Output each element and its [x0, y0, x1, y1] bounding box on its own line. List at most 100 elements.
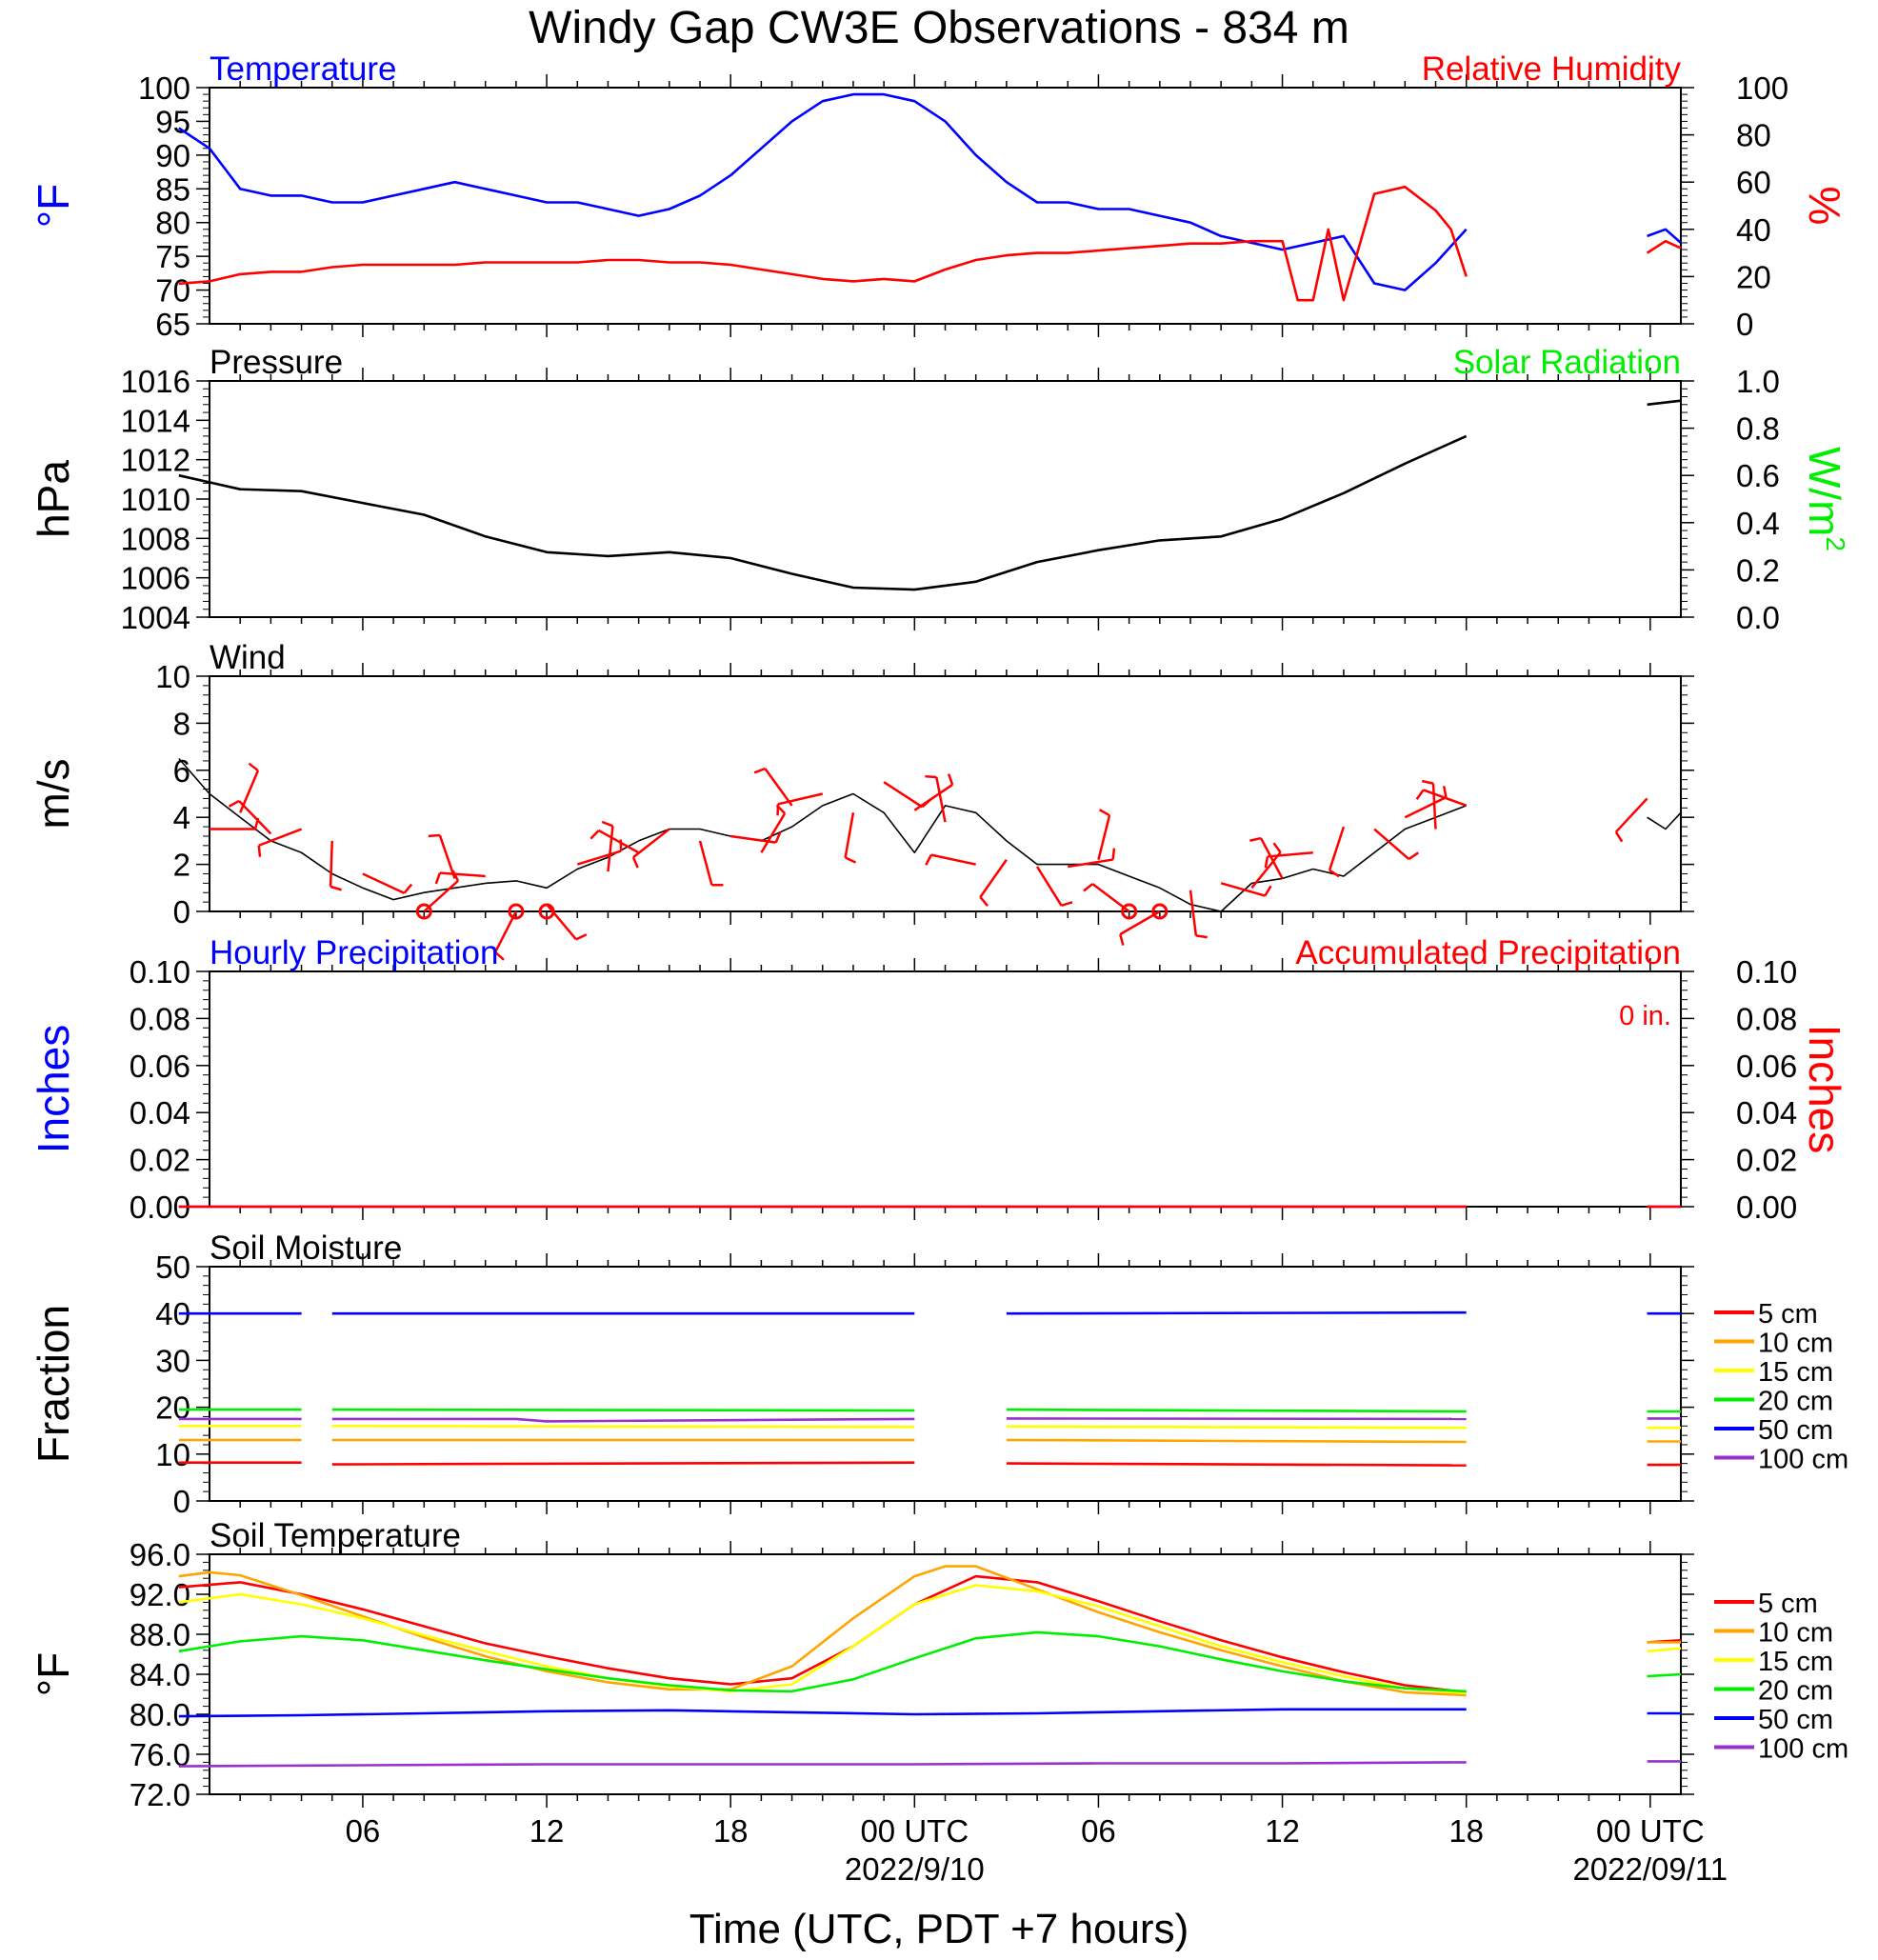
calm-marker — [1121, 903, 1138, 920]
wind-barb-flag — [753, 767, 766, 774]
panel-title-left: Pressure — [210, 344, 343, 381]
y-tick-label: 2 — [173, 848, 190, 883]
y2-tick-label: 40 — [1736, 212, 1771, 248]
wind-barb — [1250, 851, 1282, 890]
wind-barb — [844, 812, 855, 858]
y-tick-label: 0 — [173, 894, 190, 930]
wind-barb — [576, 850, 622, 866]
legend-label: 15 cm — [1758, 1647, 1833, 1677]
wind-barb — [777, 792, 824, 806]
wind-barb-flag — [257, 845, 262, 857]
x-tick-label: 12 — [529, 1813, 565, 1849]
y-tick-label: 0 — [173, 1484, 190, 1519]
x-tick-label: 18 — [1448, 1813, 1484, 1849]
y2-tick-label: 1.0 — [1736, 364, 1780, 399]
wind-barb — [883, 781, 924, 809]
wind-barb-flag — [330, 885, 342, 891]
x-tick-label: 06 — [346, 1813, 381, 1849]
calm-marker — [508, 903, 525, 920]
wind-barb-flag — [428, 833, 440, 838]
series-line-15-cm — [1006, 1425, 1467, 1430]
y-tick-label: 0.06 — [130, 1049, 190, 1084]
y-tick-label: 75 — [155, 239, 190, 274]
panel-precip: 0.000.020.040.060.080.100.000.020.040.06… — [29, 934, 1849, 1225]
legend-label: 20 cm — [1758, 1387, 1833, 1417]
x-tick-label: 00 UTC — [1596, 1813, 1705, 1849]
plot-frame — [209, 380, 1682, 618]
y2-axis-label-superscript: 2 — [1821, 536, 1850, 551]
y-tick-label: 65 — [155, 307, 190, 342]
y-axis-label: m/s — [29, 758, 78, 829]
y-axis-label: °F — [29, 1652, 78, 1697]
y2-tick-label: 0 — [1736, 307, 1753, 342]
wind-barb — [1189, 890, 1198, 936]
y2-tick-label: 80 — [1736, 118, 1771, 153]
y-tick-label: 0.08 — [130, 1001, 190, 1036]
y2-tick-label: 0.6 — [1736, 458, 1780, 493]
y-tick-label: 50 — [155, 1250, 190, 1285]
wind-barb-flag — [925, 854, 932, 866]
wind-barb — [607, 826, 614, 872]
y2-tick-label: 0.08 — [1736, 1001, 1797, 1036]
x-tick-date: 2022/9/10 — [845, 1851, 985, 1887]
y2-axis-label: % — [1800, 187, 1849, 226]
calm-marker — [1151, 903, 1169, 920]
y-tick-label: 1012 — [121, 443, 190, 478]
calm-marker — [538, 903, 555, 920]
wind-barb-flag — [434, 872, 441, 885]
series-line-15-cm — [331, 1425, 915, 1429]
legend-label: 100 cm — [1758, 1445, 1848, 1475]
y2-tick-label: 0.0 — [1736, 600, 1780, 635]
y2-tick-label: 0.8 — [1736, 411, 1780, 447]
wind-barb-flag — [1111, 848, 1116, 860]
wind-barb — [764, 768, 793, 807]
wind-barb — [930, 853, 976, 866]
wind-barb — [935, 776, 947, 823]
x-tick-label: 00 UTC — [860, 1813, 969, 1849]
panel-title-left: Hourly Precipitation — [210, 934, 498, 971]
legend-label: 10 cm — [1758, 1329, 1833, 1359]
series-line-100-cm — [1006, 1417, 1467, 1421]
y-tick-label: 6 — [173, 753, 190, 789]
y-tick-label: 84.0 — [130, 1657, 190, 1692]
panel-pressure: 1004 1006 1008 1010 1012 1014 1016 0.0 0.2 0.4 0.6… — [29, 344, 1850, 635]
series-line-100-cm — [178, 1761, 1467, 1768]
panel-title-left: Soil Temperature — [210, 1517, 461, 1554]
y-tick-label: 0.10 — [130, 954, 190, 990]
y-tick-label: 80 — [155, 206, 190, 241]
wind-barb — [1068, 858, 1113, 869]
x-tick-label: 06 — [1081, 1813, 1116, 1849]
y-tick-label: 1014 — [121, 403, 190, 438]
wind-barb — [1097, 814, 1111, 860]
legend-label: 50 cm — [1758, 1705, 1833, 1735]
panel-title-left: Temperature — [210, 50, 396, 88]
wind-barb — [598, 829, 640, 854]
y-tick-label: 1016 — [121, 364, 190, 399]
series-line-wind — [1647, 811, 1682, 830]
y2-tick-label: 0.4 — [1736, 506, 1780, 541]
wind-barb-flag — [1249, 836, 1262, 842]
wind-barb-flag — [1098, 809, 1110, 817]
wind-barb — [362, 872, 405, 894]
wind-barb-flag — [1264, 885, 1272, 897]
series-line-temperature — [178, 92, 1468, 291]
wind-barb-flag — [1195, 934, 1208, 939]
y-tick-label: 70 — [155, 273, 190, 309]
wind-barb — [1614, 797, 1648, 833]
wind-barb-flag — [948, 773, 954, 786]
wind-barb-flag — [1415, 789, 1425, 800]
series-line-5-cm — [1006, 1462, 1467, 1467]
chart-title: Windy Gap CW3E Observations - 834 m — [529, 3, 1349, 53]
y-axis-label: hPa — [29, 460, 78, 538]
y-tick-label: 95 — [155, 104, 190, 139]
series-line-15-cm — [1647, 1647, 1682, 1653]
series-line-5-cm — [178, 1574, 1467, 1694]
y-tick-label: 1008 — [121, 521, 190, 556]
series-line-10-cm — [178, 1565, 1467, 1697]
legend-label: 15 cm — [1758, 1357, 1833, 1388]
y2-axis-label: W/m2 — [1800, 447, 1850, 551]
y-tick-label: 30 — [155, 1343, 190, 1378]
wind-barb-flag — [925, 774, 937, 779]
